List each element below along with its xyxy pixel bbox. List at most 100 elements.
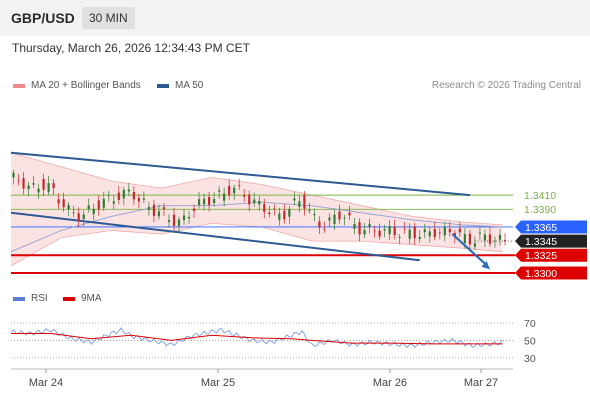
ma50-line bbox=[10, 201, 503, 253]
candle-body bbox=[503, 240, 507, 242]
candle-body bbox=[72, 212, 75, 214]
legend-rsi: RSI bbox=[13, 293, 48, 304]
candle-body bbox=[388, 226, 391, 235]
candle-body bbox=[157, 211, 161, 217]
candle-body bbox=[172, 214, 176, 226]
bollinger-upper-line bbox=[10, 152, 503, 226]
candle-body bbox=[97, 200, 100, 210]
top-bar: GBP/USD 30 MIN bbox=[0, 0, 590, 36]
price-level-label: 1.3390 bbox=[524, 204, 556, 216]
candle-body bbox=[358, 222, 361, 235]
candle-body bbox=[102, 198, 105, 208]
candle-body bbox=[348, 212, 351, 216]
legend-swatch bbox=[157, 83, 169, 88]
candle-body bbox=[433, 228, 436, 238]
candle-body bbox=[258, 200, 261, 205]
candle-body bbox=[112, 201, 115, 204]
price-tag-label: 1.3325 bbox=[525, 250, 557, 262]
candle-body bbox=[122, 189, 125, 199]
candle-body bbox=[333, 214, 336, 225]
candle-body bbox=[137, 197, 140, 202]
candle-body bbox=[498, 234, 502, 240]
candle-body bbox=[428, 231, 431, 237]
candle-body bbox=[42, 178, 45, 190]
channel-upper-line bbox=[10, 151, 470, 197]
copyright: Research © 2026 Trading Central bbox=[431, 80, 581, 91]
x-tick-label: Mar 27 bbox=[464, 377, 498, 389]
legend-label: MA 50 bbox=[175, 80, 204, 91]
price-level-label: 1.3410 bbox=[524, 190, 556, 202]
legend-label: MA 20 + Bollinger Bands bbox=[31, 80, 141, 91]
candle-body bbox=[47, 183, 50, 192]
candle-body bbox=[453, 232, 456, 237]
legend-swatch bbox=[13, 296, 25, 301]
rsi-ma-line bbox=[11, 333, 503, 345]
candle-body bbox=[162, 207, 166, 210]
candle-body bbox=[493, 240, 497, 242]
rsi-tick-label: 30 bbox=[524, 353, 536, 365]
candle-body bbox=[468, 233, 471, 245]
candle-body bbox=[398, 237, 401, 238]
candle-body bbox=[117, 192, 120, 201]
candle-body bbox=[17, 180, 20, 182]
candle-body bbox=[132, 192, 135, 200]
legend-swatch bbox=[63, 296, 75, 301]
candle-body bbox=[152, 204, 156, 216]
candle-body bbox=[338, 211, 341, 220]
candle-body bbox=[368, 223, 371, 228]
candle-body bbox=[192, 208, 196, 212]
candle-body bbox=[478, 232, 482, 234]
candle-body bbox=[288, 208, 291, 217]
candle-body bbox=[127, 189, 130, 192]
candle-body bbox=[248, 194, 251, 205]
candle-body bbox=[208, 196, 211, 205]
candle-body bbox=[62, 199, 65, 208]
candle-body bbox=[37, 188, 40, 193]
candle-body bbox=[318, 221, 321, 228]
candle-body bbox=[383, 229, 386, 231]
candle-body bbox=[147, 206, 151, 210]
candle-body bbox=[353, 224, 356, 229]
candle-body bbox=[328, 217, 331, 221]
candle-body bbox=[263, 203, 266, 212]
timeframe-button[interactable]: 30 MIN bbox=[82, 7, 135, 29]
price-tag-label: 1.3345 bbox=[525, 236, 557, 248]
price-tag bbox=[515, 234, 587, 248]
candle-body bbox=[213, 199, 216, 204]
candle-body bbox=[458, 228, 461, 233]
candle-body bbox=[313, 213, 316, 216]
candle-body bbox=[418, 236, 421, 239]
price-tag bbox=[515, 220, 587, 234]
price-tag-label: 1.3300 bbox=[525, 268, 557, 280]
candle-body bbox=[473, 243, 477, 247]
candle-body bbox=[373, 230, 376, 232]
candle-body bbox=[378, 230, 381, 237]
candle-body bbox=[52, 183, 55, 189]
candle-body bbox=[273, 208, 276, 210]
candle-body bbox=[463, 234, 466, 243]
candle-body bbox=[448, 228, 451, 233]
candle-body bbox=[393, 226, 396, 235]
x-tick-label: Mar 24 bbox=[29, 377, 63, 389]
candle-body bbox=[197, 199, 201, 205]
legend-label: RSI bbox=[31, 293, 48, 304]
candle-body bbox=[187, 216, 191, 219]
candle-body bbox=[202, 198, 206, 205]
candle-body bbox=[323, 228, 326, 230]
timestamp: Thursday, March 26, 2026 12:34:43 PM CET bbox=[12, 41, 250, 55]
candle-body bbox=[233, 187, 236, 194]
candle-body bbox=[22, 178, 25, 189]
rsi-tick-label: 70 bbox=[524, 318, 536, 330]
candle-body bbox=[413, 226, 416, 239]
candle-body bbox=[278, 213, 281, 220]
legend-swatch bbox=[13, 83, 25, 88]
candle-body bbox=[57, 199, 60, 204]
candle-body bbox=[268, 212, 271, 215]
candle-body bbox=[82, 214, 85, 219]
legend-label: 9MA bbox=[81, 293, 102, 304]
candle-body bbox=[177, 219, 181, 227]
candle-body bbox=[142, 198, 146, 200]
candle-body bbox=[218, 190, 221, 192]
candle-body bbox=[488, 234, 492, 244]
